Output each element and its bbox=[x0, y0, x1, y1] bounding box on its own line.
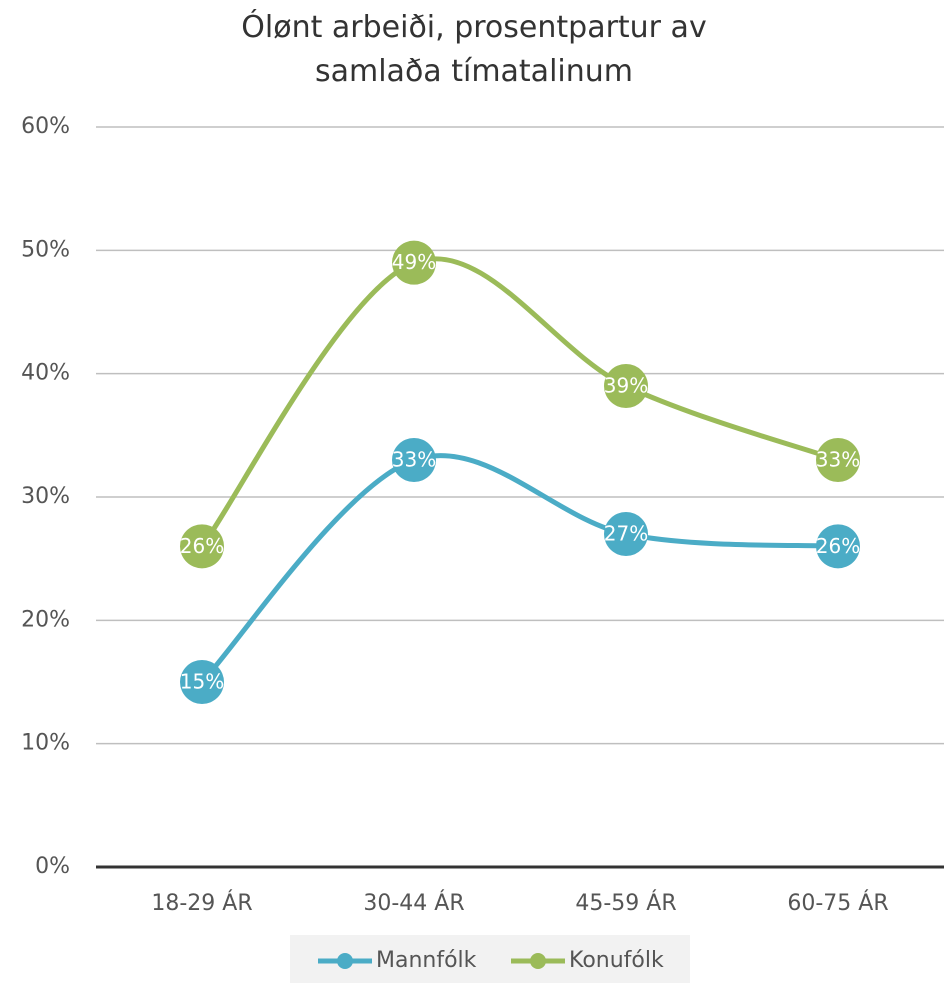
data-label: 26% bbox=[180, 534, 224, 558]
y-tick-label: 60% bbox=[21, 114, 70, 139]
x-tick-label: 30-44 ÁR bbox=[363, 890, 464, 916]
data-label: 39% bbox=[604, 374, 648, 398]
legend-marker bbox=[337, 953, 353, 969]
y-tick-label: 0% bbox=[35, 854, 70, 879]
marker bbox=[604, 512, 648, 556]
marker bbox=[816, 438, 860, 482]
marker bbox=[180, 524, 224, 569]
y-tick-label: 30% bbox=[21, 484, 70, 509]
y-tick-label: 10% bbox=[21, 731, 70, 756]
data-label: 49% bbox=[392, 250, 436, 274]
legend-label: Mannfólk bbox=[376, 948, 477, 973]
legend-marker bbox=[530, 953, 546, 969]
y-tick-label: 50% bbox=[21, 237, 70, 262]
marker bbox=[180, 660, 224, 704]
y-tick-label: 40% bbox=[21, 361, 70, 386]
data-label: 26% bbox=[816, 534, 860, 558]
series-line bbox=[199, 256, 839, 548]
chart-title: Ólønt arbeiði, prosentpartur av samlaða … bbox=[241, 10, 707, 89]
data-label: 33% bbox=[392, 448, 436, 472]
marker bbox=[604, 364, 648, 408]
marker bbox=[816, 524, 860, 569]
data-label: 15% bbox=[180, 670, 224, 694]
marker bbox=[392, 438, 436, 482]
x-tick-label: 60-75 ÁR bbox=[787, 890, 888, 916]
series-line bbox=[200, 453, 839, 684]
data-label: 27% bbox=[604, 522, 648, 546]
marker bbox=[392, 240, 436, 285]
data-label: 33% bbox=[816, 448, 860, 472]
x-tick-label: 18-29 ÁR bbox=[151, 890, 252, 916]
legend-label: Konufólk bbox=[569, 948, 664, 973]
x-tick-label: 45-59 ÁR bbox=[575, 890, 676, 916]
y-tick-label: 20% bbox=[21, 607, 70, 632]
